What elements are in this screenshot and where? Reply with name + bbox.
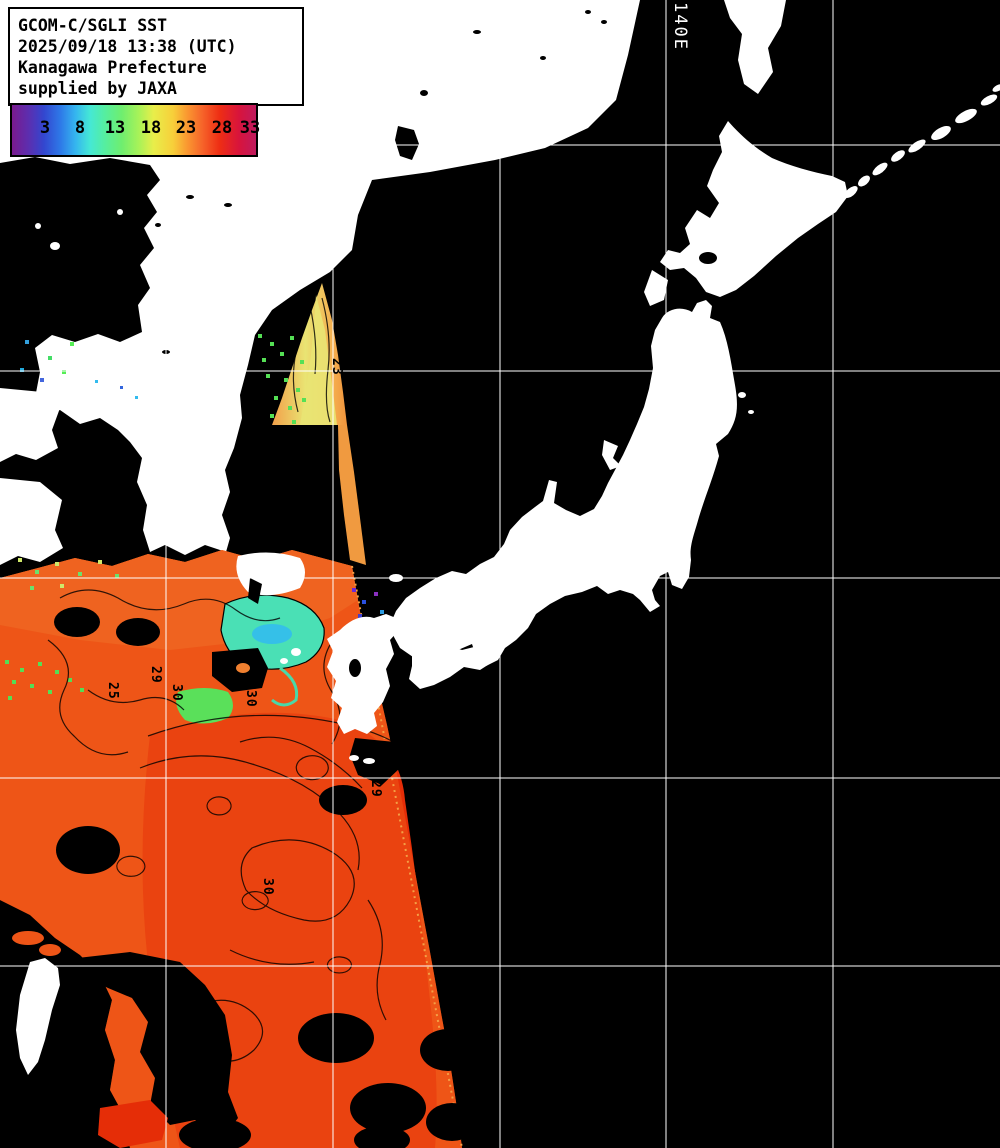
colorbar-tick: 3	[39, 118, 51, 138]
land-sado	[602, 440, 621, 470]
land-hirado	[280, 658, 288, 664]
longitude-label: 140E	[670, 2, 690, 51]
colorbar-tick: 28	[211, 118, 233, 138]
contour-label: 30	[169, 684, 184, 702]
datetime-label: 2025/09/18 13:38 (UTC)	[18, 37, 237, 56]
colorbar-tick: 8	[74, 118, 86, 138]
island-tsushima	[248, 578, 262, 604]
island-ulleungdo	[395, 126, 419, 160]
credit-label: supplied by JAXA	[18, 79, 177, 98]
contour-label: 23	[329, 358, 344, 376]
nodata-gap	[354, 1126, 410, 1148]
kyushu-inlet	[349, 659, 361, 677]
contour-label: 30	[243, 690, 258, 708]
land-oshima	[644, 270, 668, 306]
land-sakhalin	[724, 0, 786, 94]
colorbar-tick: 18	[140, 118, 162, 138]
sst-colorbar: 3 8 13 18 23 28 33	[10, 103, 261, 157]
sst-band-yellow	[272, 283, 366, 565]
land-honshu	[390, 300, 737, 666]
colorbar-tick: 23	[175, 118, 197, 138]
land-goto	[291, 648, 301, 656]
land-taiwan	[16, 958, 60, 1075]
coastal-speckles	[5, 334, 384, 700]
cloud-south-korea-coast	[236, 552, 305, 596]
contour-label: 30	[260, 878, 275, 896]
contour-label: 29	[368, 780, 383, 798]
land-yakushima	[349, 755, 359, 761]
sst-blob-bottom-left	[98, 1100, 168, 1148]
land-tanegashima	[363, 758, 375, 764]
title-box: GCOM-C/SGLI SST 2025/09/18 13:38 (UTC) K…	[8, 7, 304, 106]
contour-label: 29	[148, 666, 163, 684]
region-label: Kanagawa Prefecture	[18, 58, 207, 77]
land-kuril-islands	[844, 84, 1000, 198]
land-kyushu	[327, 614, 399, 734]
land-shikoku	[409, 646, 494, 689]
colorbar-tick: 33	[239, 118, 261, 138]
cloud-dot	[738, 392, 746, 398]
colorbar-tick: 13	[104, 118, 126, 138]
product-title: GCOM-C/SGLI SST	[18, 16, 168, 35]
cloud-dot	[748, 410, 754, 414]
contour-label: 25	[105, 682, 120, 700]
islands-on-cloud	[105, 10, 717, 677]
